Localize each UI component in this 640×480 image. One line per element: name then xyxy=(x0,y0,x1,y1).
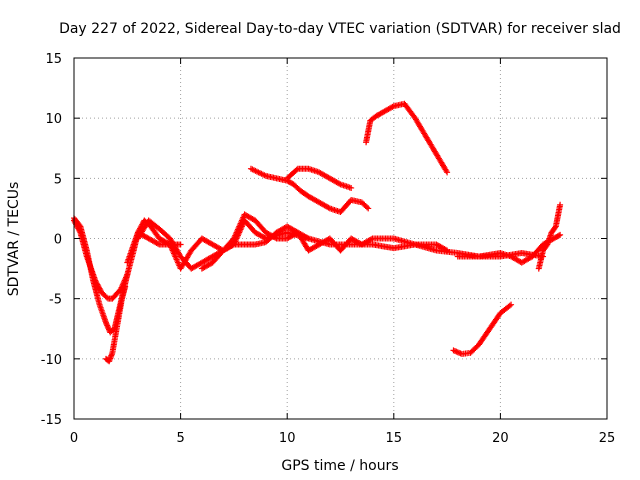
x-tick-label: 5 xyxy=(176,431,184,446)
y-tick-label: 15 xyxy=(45,52,62,67)
data-point xyxy=(555,232,562,239)
series-arc-9 xyxy=(363,100,451,176)
y-tick-label: 0 xyxy=(54,233,62,248)
data-marks xyxy=(71,100,564,365)
data-point xyxy=(551,224,558,231)
data-point xyxy=(444,247,451,254)
data-point xyxy=(105,325,112,332)
data-point xyxy=(104,323,111,330)
y-tick-label: 5 xyxy=(54,172,62,187)
y-tick-label: 10 xyxy=(45,112,62,127)
y-tick-label: -15 xyxy=(41,413,62,428)
data-point xyxy=(76,222,83,229)
data-point xyxy=(443,167,450,174)
data-point xyxy=(508,301,515,308)
data-point xyxy=(102,319,109,326)
chart-title: Day 227 of 2022, Sidereal Day-to-day VTE… xyxy=(59,21,621,37)
x-tick-labels: 0 5 10 15 20 25 xyxy=(70,431,615,446)
y-tick-labels: 15 10 5 0 -5 -10 -15 xyxy=(41,52,62,428)
x-tick-label: 20 xyxy=(492,431,509,446)
data-point xyxy=(336,180,343,187)
data-point xyxy=(506,302,513,309)
data-point xyxy=(177,241,184,248)
data-point xyxy=(363,204,370,211)
data-point xyxy=(293,166,300,173)
data-point xyxy=(305,235,312,242)
data-point xyxy=(557,201,564,208)
plot-frame xyxy=(73,57,608,420)
data-point xyxy=(304,234,311,241)
x-tick-label: 15 xyxy=(386,431,403,446)
y-tick-label: -5 xyxy=(49,293,62,308)
grid-lines xyxy=(74,58,607,419)
series-arc-6 xyxy=(198,211,451,272)
data-point xyxy=(368,236,375,243)
data-point xyxy=(104,322,111,329)
series-arc-3 xyxy=(102,283,129,365)
series-arc-8 xyxy=(284,165,355,191)
data-point xyxy=(389,103,396,110)
series-arc-7 xyxy=(247,165,372,216)
x-tick-label: 10 xyxy=(279,431,296,446)
data-point xyxy=(103,321,110,328)
data-point xyxy=(103,294,110,301)
series-arc-10 xyxy=(450,301,515,358)
data-point xyxy=(122,283,129,290)
data-point xyxy=(557,231,564,238)
series-arc-11 xyxy=(454,231,564,266)
y-tick-label: -10 xyxy=(41,353,62,368)
data-point xyxy=(442,246,449,253)
data-point xyxy=(348,184,355,191)
x-tick-label: 0 xyxy=(70,431,78,446)
data-point xyxy=(543,242,550,249)
data-point xyxy=(444,169,451,176)
series-arc-12 xyxy=(535,201,564,272)
data-point xyxy=(124,271,131,278)
data-point xyxy=(325,204,332,211)
axis-ticks xyxy=(73,57,608,420)
y-axis-label: SDTVAR / TECUs xyxy=(6,182,22,297)
data-point xyxy=(272,234,279,241)
x-axis-label: GPS time / hours xyxy=(281,458,398,474)
data-point xyxy=(365,205,372,212)
x-tick-label: 25 xyxy=(599,431,616,446)
data-point xyxy=(154,240,161,247)
